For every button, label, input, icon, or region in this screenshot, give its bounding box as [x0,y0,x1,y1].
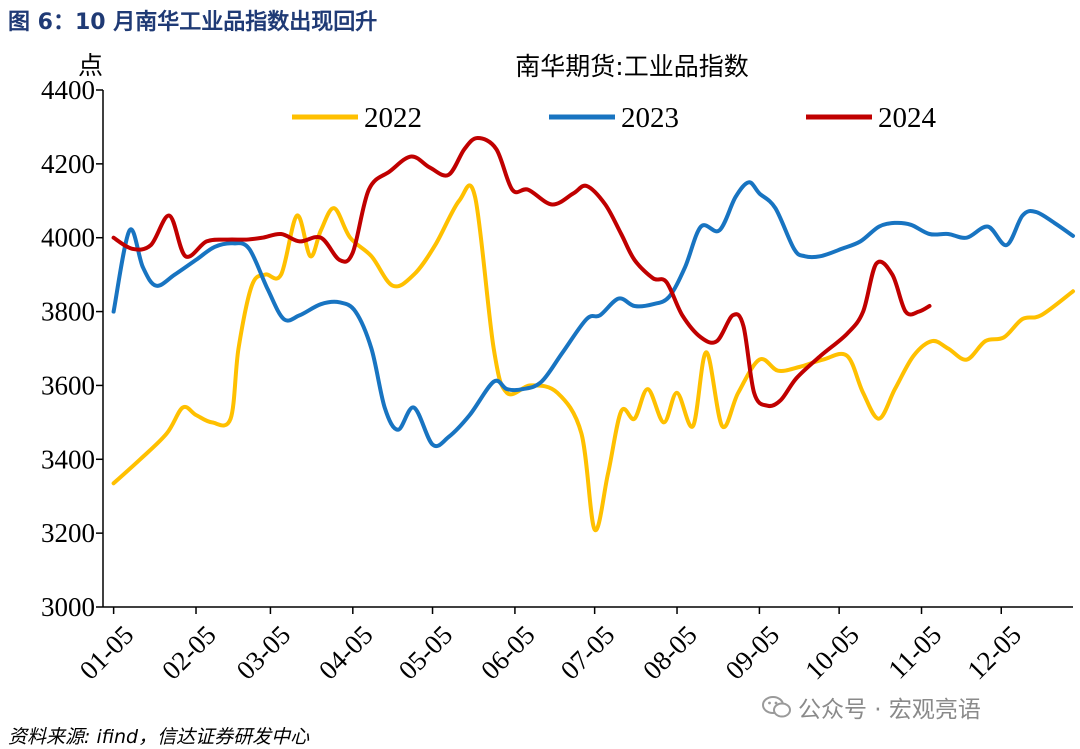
x-tick-label: 04-05 [313,620,379,686]
x-tick-label: 01-05 [74,620,140,686]
legend-label-2022: 2022 [364,102,422,134]
x-tick-label: 03-05 [230,620,296,686]
x-tick-label: 06-05 [475,620,541,686]
y-tick-label: 3800 [41,297,95,327]
x-tick-label: 11-05 [882,620,947,685]
x-axis-ticks: 01-05 02-05 03-05 04-05 05-05 06-05 07-05 08-05… [74,607,1027,685]
legend: 2022 2023 2024 [292,102,937,134]
x-tick-label: 02-05 [156,620,222,686]
y-axis-ticks: 3000 3200 3400 3600 3800 4000 4200 4400 [41,75,103,622]
chart-title: 南华期货:工业品指数 [515,52,748,81]
series-lines [111,136,1075,533]
y-tick-label: 4000 [41,223,95,253]
figure-caption: 图 6：10 月南华工业品指数出现回升 [8,10,378,35]
y-tick-label: 4200 [41,149,95,179]
x-tick-label: 07-05 [555,620,621,686]
watermark-text: 公众号 · 宏观亮语 [798,697,981,723]
y-tick-label: 3600 [41,370,95,400]
x-tick-label: 10-05 [799,620,865,686]
x-tick-label: 12-05 [961,620,1027,686]
axes [102,90,1073,608]
x-tick-label: 08-05 [637,620,703,686]
source-note: 资料来源: ifind，信达证券研发中心 [8,726,310,748]
y-tick-label: 3000 [41,592,95,622]
y-axis-unit-label: 点 [78,51,103,80]
wechat-icon [762,695,792,719]
series-line-2022 [111,183,1075,533]
watermark: 公众号 · 宏观亮语 [762,690,981,724]
x-tick-label: 05-05 [393,620,459,686]
legend-label-2024: 2024 [878,102,937,134]
series-line-2023 [111,180,1075,449]
y-tick-label: 3400 [41,444,95,474]
y-tick-label: 3200 [41,518,95,548]
x-tick-label: 09-05 [719,620,785,686]
series-line-2024 [111,136,932,409]
legend-label-2023: 2023 [621,102,679,134]
y-tick-label: 4400 [41,75,95,105]
